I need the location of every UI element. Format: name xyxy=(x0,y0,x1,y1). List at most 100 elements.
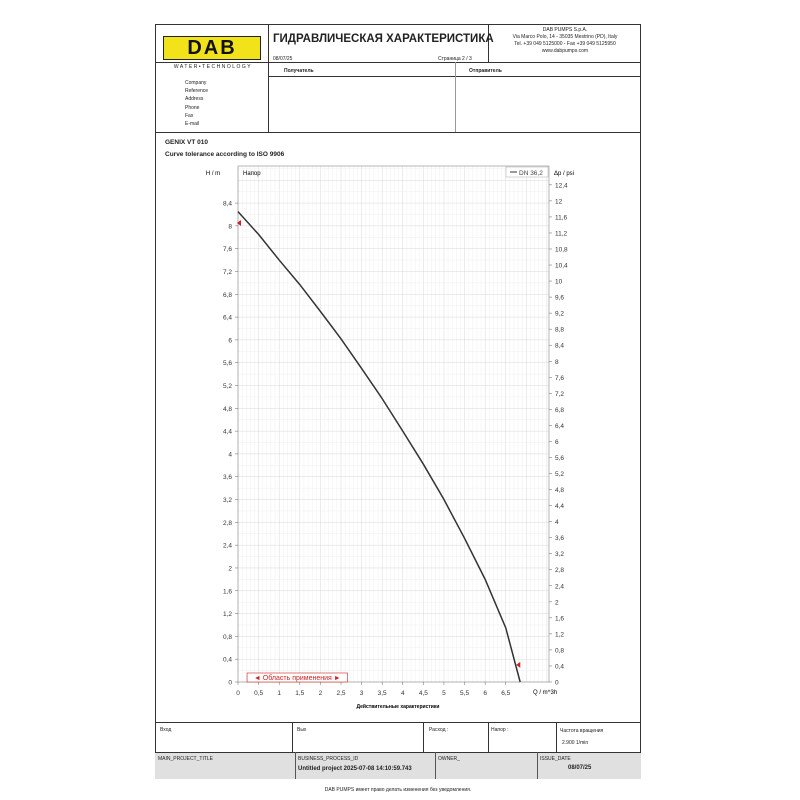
legend-label: DN 36,2 xyxy=(519,170,543,177)
x-tick-label: 1,5 xyxy=(295,690,304,697)
y2-tick-label: 5,2 xyxy=(555,471,564,478)
x-tick-label: 0 xyxy=(236,690,240,697)
y2-tick-label: 2,4 xyxy=(555,583,564,590)
plot-frame xyxy=(237,165,550,683)
y-tick-label: 6 xyxy=(228,337,232,344)
x-tick-label: 2,5 xyxy=(336,690,345,697)
x-tick-label: 6 xyxy=(483,690,487,697)
x-tick-label: 2 xyxy=(319,690,323,697)
x-tick-label: 0,5 xyxy=(254,690,263,697)
chart-title: Напор xyxy=(243,171,261,177)
y2-tick-label: 12,4 xyxy=(555,182,568,189)
document-title: ГИДРАВЛИЧЕСКАЯ ХАРАКТЕРИСТИКА xyxy=(273,33,494,45)
y-tick-label: 4,8 xyxy=(223,406,232,413)
y-tick-label: 6,4 xyxy=(223,315,232,322)
disclaimer: DAB PUMPS имеет право делать изменения б… xyxy=(324,787,472,793)
issue-date-label: ISSUE_DATE xyxy=(540,756,571,762)
y-tick-label: 0,8 xyxy=(223,634,232,641)
y2-tick-label: 6,4 xyxy=(555,423,564,430)
y-tick-label: 0 xyxy=(228,680,232,687)
business-process-label: BUSINESS_PROCESS_ID xyxy=(298,756,359,762)
speed-label: Частота вращения xyxy=(560,728,604,734)
y-tick-label: 3,6 xyxy=(223,474,232,481)
y2-tick-label: 4 xyxy=(555,519,559,526)
legend xyxy=(505,166,549,178)
y2-tick-label: 1,6 xyxy=(555,615,564,622)
y-tick-label: 2 xyxy=(228,565,232,572)
issue-date-value: 08/07/25 xyxy=(568,765,592,771)
application-range-label: ◄ Область применения ► xyxy=(254,674,341,682)
performance-chart: 0 0,5 1 1,5 2 2,5 3 3,5 4 4,5 5 5,5 6 6,5 0 0,4 0,8 1,2 1,… xyxy=(206,165,574,710)
flow-label: Расход : xyxy=(429,727,449,733)
y2-tick-label: 4,8 xyxy=(555,487,564,494)
y2-tick-label: 0,4 xyxy=(555,663,564,670)
sender-label: Отправитель xyxy=(469,68,502,74)
dab-logo: DAB xyxy=(163,36,261,60)
y-tick-label: 2,8 xyxy=(223,520,232,527)
business-process-value: Untitled project 2025-07-08 14:10:59.743 xyxy=(298,766,412,772)
y2-tick-label: 6 xyxy=(555,439,559,446)
y2-tick-label: 0,8 xyxy=(555,647,564,654)
y-tick-label: 8,4 xyxy=(223,201,232,208)
y2-tick-label: 5,6 xyxy=(555,455,564,462)
y-tick-label: 5,2 xyxy=(223,383,232,390)
tolerance-marker xyxy=(237,220,241,227)
y2-tick-label: 1,2 xyxy=(555,631,564,638)
y-tick-label: 4 xyxy=(228,451,232,458)
y2-axis-label: Δp / psi xyxy=(554,171,574,177)
y2-tick-label: 10,8 xyxy=(555,246,568,253)
x-tick-label: 6,5 xyxy=(501,690,510,697)
speed-value: 2.900 1/min xyxy=(562,740,589,746)
y-tick-label: 1,6 xyxy=(223,588,232,595)
y-tick-label: 1,2 xyxy=(223,611,232,618)
y2-tick-label: 3,2 xyxy=(555,551,564,558)
tolerance-marker xyxy=(516,661,521,668)
company-address: DAB PUMPS S.p.A. Via Marco Polo, 14 - 350… xyxy=(512,27,618,54)
x-tick-label: 4 xyxy=(401,690,405,697)
x-tick-label: 5,5 xyxy=(460,690,469,697)
y2-tick-label: 7,2 xyxy=(555,391,564,398)
y2-tick-label: 10 xyxy=(555,279,563,286)
x-tick-label: 5 xyxy=(442,690,446,697)
y-tick-label: 4,4 xyxy=(223,429,232,436)
y2-tick-label: 8 xyxy=(555,359,559,366)
outlet-label: Вых xyxy=(297,727,307,733)
metadata-bar xyxy=(155,752,641,779)
x-tick-label: 1 xyxy=(277,690,281,697)
y2-tick-label: 3,6 xyxy=(555,535,564,542)
owner-label: OWNER_ xyxy=(438,756,460,762)
y-tick-label: 0,4 xyxy=(223,657,232,664)
y2-tick-label: 0 xyxy=(555,680,559,687)
y-tick-label: 8 xyxy=(228,223,232,230)
x-tick-label: 4,5 xyxy=(419,690,428,697)
document-date: 08/07/25 xyxy=(273,56,293,62)
inlet-label: Вход xyxy=(160,727,172,733)
y2-tick-label: 4,4 xyxy=(555,503,564,510)
recipient-label: Получатель xyxy=(284,68,314,74)
tagline: WATER•TECHNOLOGY xyxy=(173,64,253,70)
x-tick-label: 3,5 xyxy=(378,690,387,697)
pump-curve-dn-36-2 xyxy=(237,211,521,683)
y2-tick-label: 11,2 xyxy=(555,230,568,237)
contact-fields: Company Reference Address Phone Fax E-mail xyxy=(185,80,209,128)
chart-footer-label: Действительные характеристики xyxy=(357,703,440,710)
head-label: Напор : xyxy=(491,727,509,733)
y2-tick-label: 11,6 xyxy=(555,214,568,221)
tolerance-note: Curve tolerance according to ISO 9906 xyxy=(165,151,285,158)
page-number: Страница 2 / 3 xyxy=(438,56,472,62)
y-tick-label: 5,6 xyxy=(223,360,232,367)
y2-tick-label: 12 xyxy=(555,198,563,205)
y-tick-label: 2,4 xyxy=(223,543,232,550)
application-range-box xyxy=(246,672,348,683)
y-tick-label: 6,8 xyxy=(223,292,232,299)
y-axis-label: H / m xyxy=(206,171,220,177)
y2-tick-label: 9,2 xyxy=(555,311,564,318)
y2-tick-label: 6,8 xyxy=(555,407,564,414)
y2-tick-label: 8,8 xyxy=(555,327,564,334)
y2-tick-label: 8,4 xyxy=(555,343,564,350)
y2-tick-label: 2 xyxy=(555,599,559,606)
x-axis-label: Q / m^3h xyxy=(533,690,557,696)
y-tick-label: 3,2 xyxy=(223,497,232,504)
y2-tick-label: 10,4 xyxy=(555,263,568,270)
y2-tick-label: 7,6 xyxy=(555,375,564,382)
